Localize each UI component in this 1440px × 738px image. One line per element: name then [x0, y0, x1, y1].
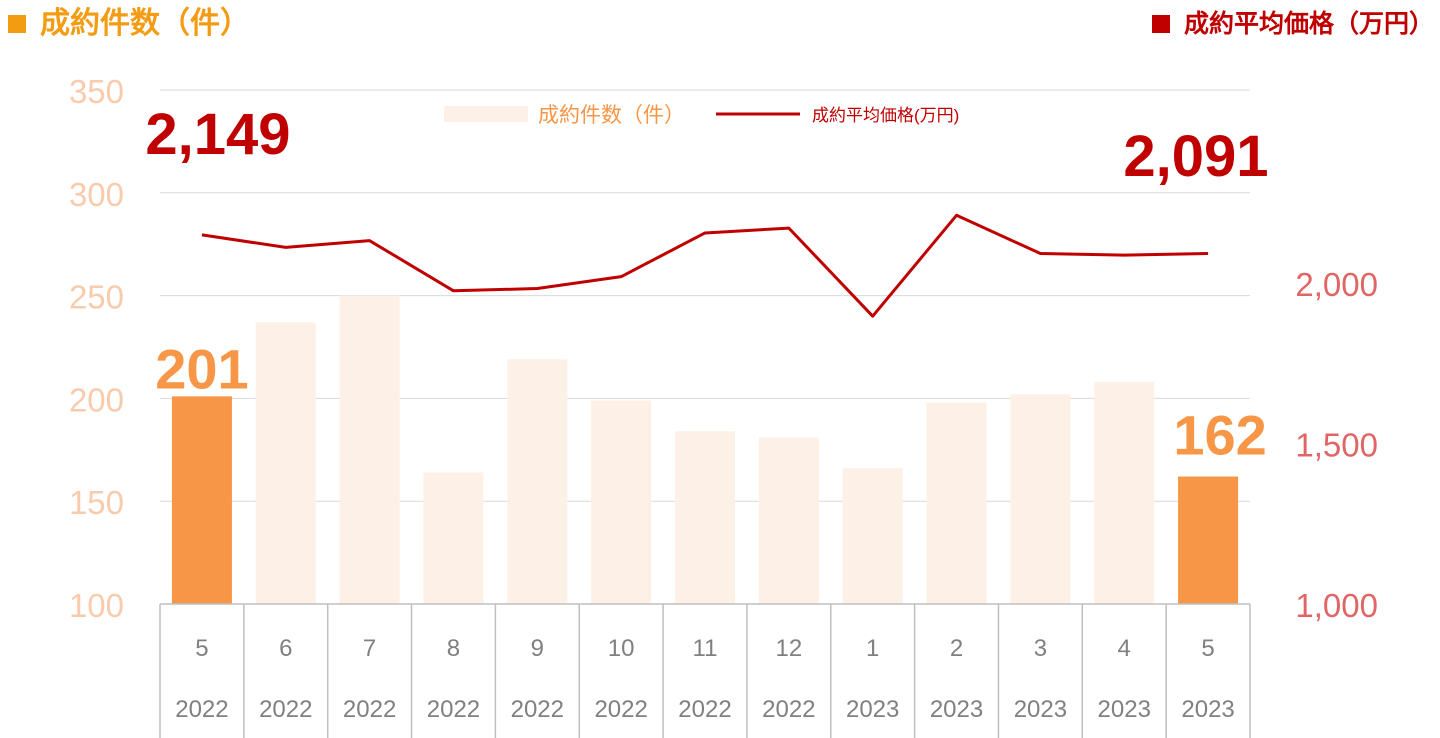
bar [339, 295, 400, 604]
left-tick-label: 350 [69, 73, 124, 110]
year-label: 2022 [427, 696, 480, 723]
month-label: 3 [1034, 635, 1047, 662]
bar [255, 322, 316, 604]
line-first-value: 2,149 [145, 102, 290, 167]
left-axis-header: 成約件数（件） [8, 4, 250, 44]
year-label: 2023 [846, 696, 899, 723]
year-label: 2022 [343, 696, 396, 723]
bar [507, 359, 568, 604]
bar [926, 402, 987, 604]
bar [675, 431, 735, 604]
month-label: 5 [195, 635, 208, 662]
bar [1010, 394, 1071, 604]
left-tick-label: 200 [69, 381, 124, 418]
left-tick-label: 300 [69, 176, 124, 213]
legend-bar-swatch [444, 106, 528, 122]
year-label: 2022 [678, 696, 731, 723]
month-label: 10 [608, 635, 635, 662]
right-tick-label: 1,500 [1295, 426, 1378, 463]
bar-first-value: 201 [155, 337, 248, 400]
left-tick-label: 150 [69, 484, 124, 521]
year-label: 2022 [511, 696, 564, 723]
bar [1094, 381, 1155, 604]
month-label: 6 [279, 635, 292, 662]
year-label: 2023 [1014, 696, 1067, 723]
price-line [201, 213, 1209, 318]
month-label: 1 [866, 635, 879, 662]
bar-last-value: 162 [1173, 404, 1266, 467]
year-label: 2023 [1181, 696, 1234, 723]
line-swatch [1151, 15, 1170, 33]
legend-line-label: 成約平均価格(万円) [812, 106, 959, 125]
year-label: 2022 [175, 696, 228, 723]
bar [842, 468, 903, 604]
year-label: 2022 [259, 696, 312, 723]
month-label: 2 [950, 635, 963, 662]
bar [591, 400, 652, 604]
month-label: 4 [1118, 635, 1131, 662]
year-label: 2023 [1098, 696, 1151, 723]
right-axis-header: 成約平均価格（万円） [1151, 4, 1434, 44]
year-label: 2022 [594, 696, 647, 723]
bar [758, 437, 819, 604]
left-axis-header-label: 成約件数（件） [40, 6, 250, 41]
year-label: 2022 [762, 696, 815, 723]
left-tick-label: 100 [69, 587, 124, 624]
right-axis-header-label: 成約平均価格（万円） [1183, 9, 1434, 38]
month-label: 12 [775, 635, 802, 662]
bar [423, 472, 484, 604]
right-tick-label: 1,000 [1295, 587, 1378, 624]
line-last-value: 2,091 [1123, 124, 1268, 189]
month-label: 5 [1201, 635, 1214, 662]
month-label: 7 [363, 635, 376, 662]
bar [171, 396, 232, 604]
legend-bar-label: 成約件数（件） [538, 104, 685, 127]
right-tick-label: 2,000 [1295, 266, 1378, 303]
month-label: 11 [693, 635, 718, 662]
month-label: 9 [531, 635, 544, 662]
bar [1178, 476, 1239, 604]
year-label: 2023 [930, 696, 983, 723]
left-tick-label: 250 [69, 279, 124, 316]
month-label: 8 [447, 635, 460, 662]
bar-swatch [8, 15, 26, 33]
